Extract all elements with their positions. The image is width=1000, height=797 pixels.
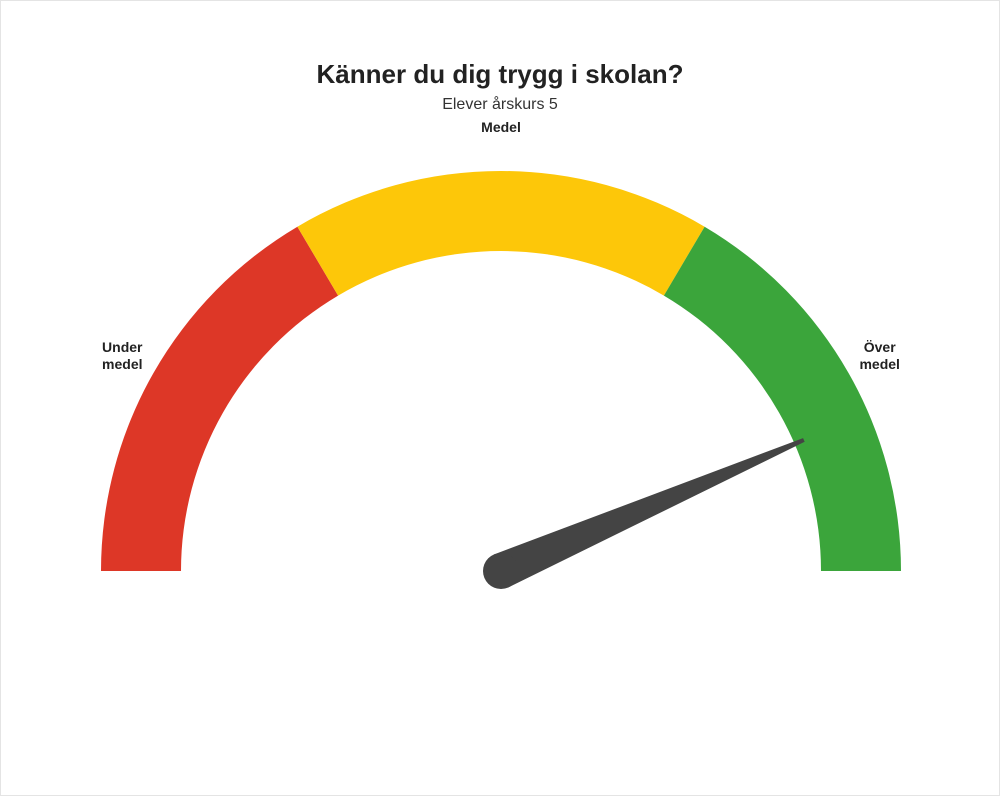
- gauge-segment-0: [101, 227, 338, 571]
- gauge-needle-hub: [483, 553, 519, 589]
- chart-frame: { "title": "Känner du dig trygg i skolan…: [0, 0, 1000, 796]
- gauge-segment-2: [664, 227, 901, 571]
- gauge-segment-label-2: Över medel: [840, 339, 920, 374]
- gauge-segment-1: [297, 171, 704, 296]
- gauge-segment-label-1: Medel: [461, 119, 541, 137]
- gauge-needle: [494, 438, 805, 587]
- gauge-segment-label-0: Under medel: [82, 339, 162, 374]
